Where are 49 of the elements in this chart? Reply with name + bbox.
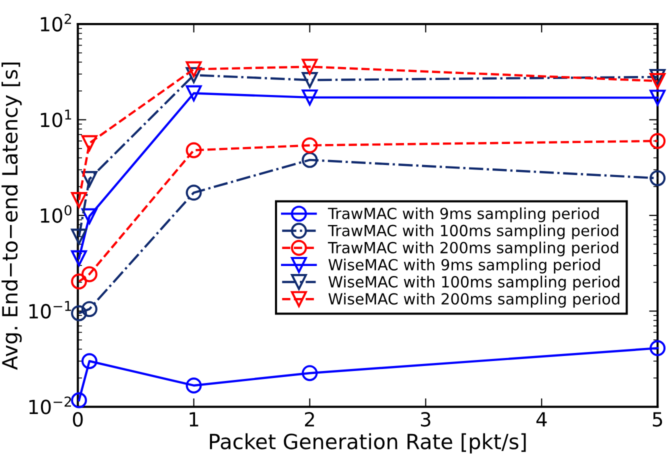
point <box>186 142 202 158</box>
legend-label: WiseMAC with 9ms sampling period <box>328 258 600 274</box>
x-tick-label: 5 <box>652 412 662 427</box>
point <box>650 73 666 89</box>
x-axis-title: Packet Generation Rate [pkt/s] <box>210 433 526 454</box>
point <box>186 67 202 84</box>
point <box>81 266 98 282</box>
point <box>650 68 666 85</box>
point <box>81 208 98 224</box>
point <box>71 228 87 245</box>
point <box>81 135 98 152</box>
legend-label: TrawMAC with 200ms sampling period <box>328 242 618 256</box>
x-tick-label: 0 <box>72 412 83 427</box>
point <box>71 305 87 322</box>
x-tick-label: 1 <box>190 412 198 426</box>
point <box>302 72 318 88</box>
point <box>650 170 666 186</box>
point <box>302 58 318 75</box>
point <box>71 250 87 266</box>
point <box>302 137 318 154</box>
point <box>71 192 87 208</box>
point <box>650 132 666 149</box>
y-tick-label: 10$^{0}$ <box>40 205 72 223</box>
x-tick-label: 2 <box>304 412 314 426</box>
point <box>186 377 202 394</box>
legend-label: TrawMAC with 100ms sampling period <box>328 224 618 240</box>
point <box>302 89 318 106</box>
x-tick-label: 4 <box>536 412 547 426</box>
point <box>302 365 318 382</box>
point <box>186 61 202 78</box>
x-tick-label: 3 <box>420 412 430 427</box>
y-axis-title: Avg. End−to−end Latency [s] <box>2 62 22 370</box>
legend-label: WiseMAC with 100ms sampling period <box>328 276 620 291</box>
point <box>302 152 318 168</box>
legend-label: TrawMAC with 9ms sampling period <box>328 207 599 222</box>
point <box>186 85 202 102</box>
y-tick-label: 10$^{−1}$ <box>29 300 72 319</box>
point <box>650 340 666 356</box>
legend-label: WiseMAC with 200ms sampling period <box>328 292 620 308</box>
y-tick-label: 10$^{−2}$ <box>29 396 71 414</box>
point <box>81 171 98 188</box>
point <box>81 301 98 318</box>
point <box>186 184 202 201</box>
point <box>71 392 87 408</box>
point <box>650 90 666 106</box>
y-tick-label: 10$^{2}$ <box>40 14 71 32</box>
point <box>71 273 87 290</box>
point <box>81 353 98 370</box>
y-tick-label: 10$^{1}$ <box>40 110 72 128</box>
